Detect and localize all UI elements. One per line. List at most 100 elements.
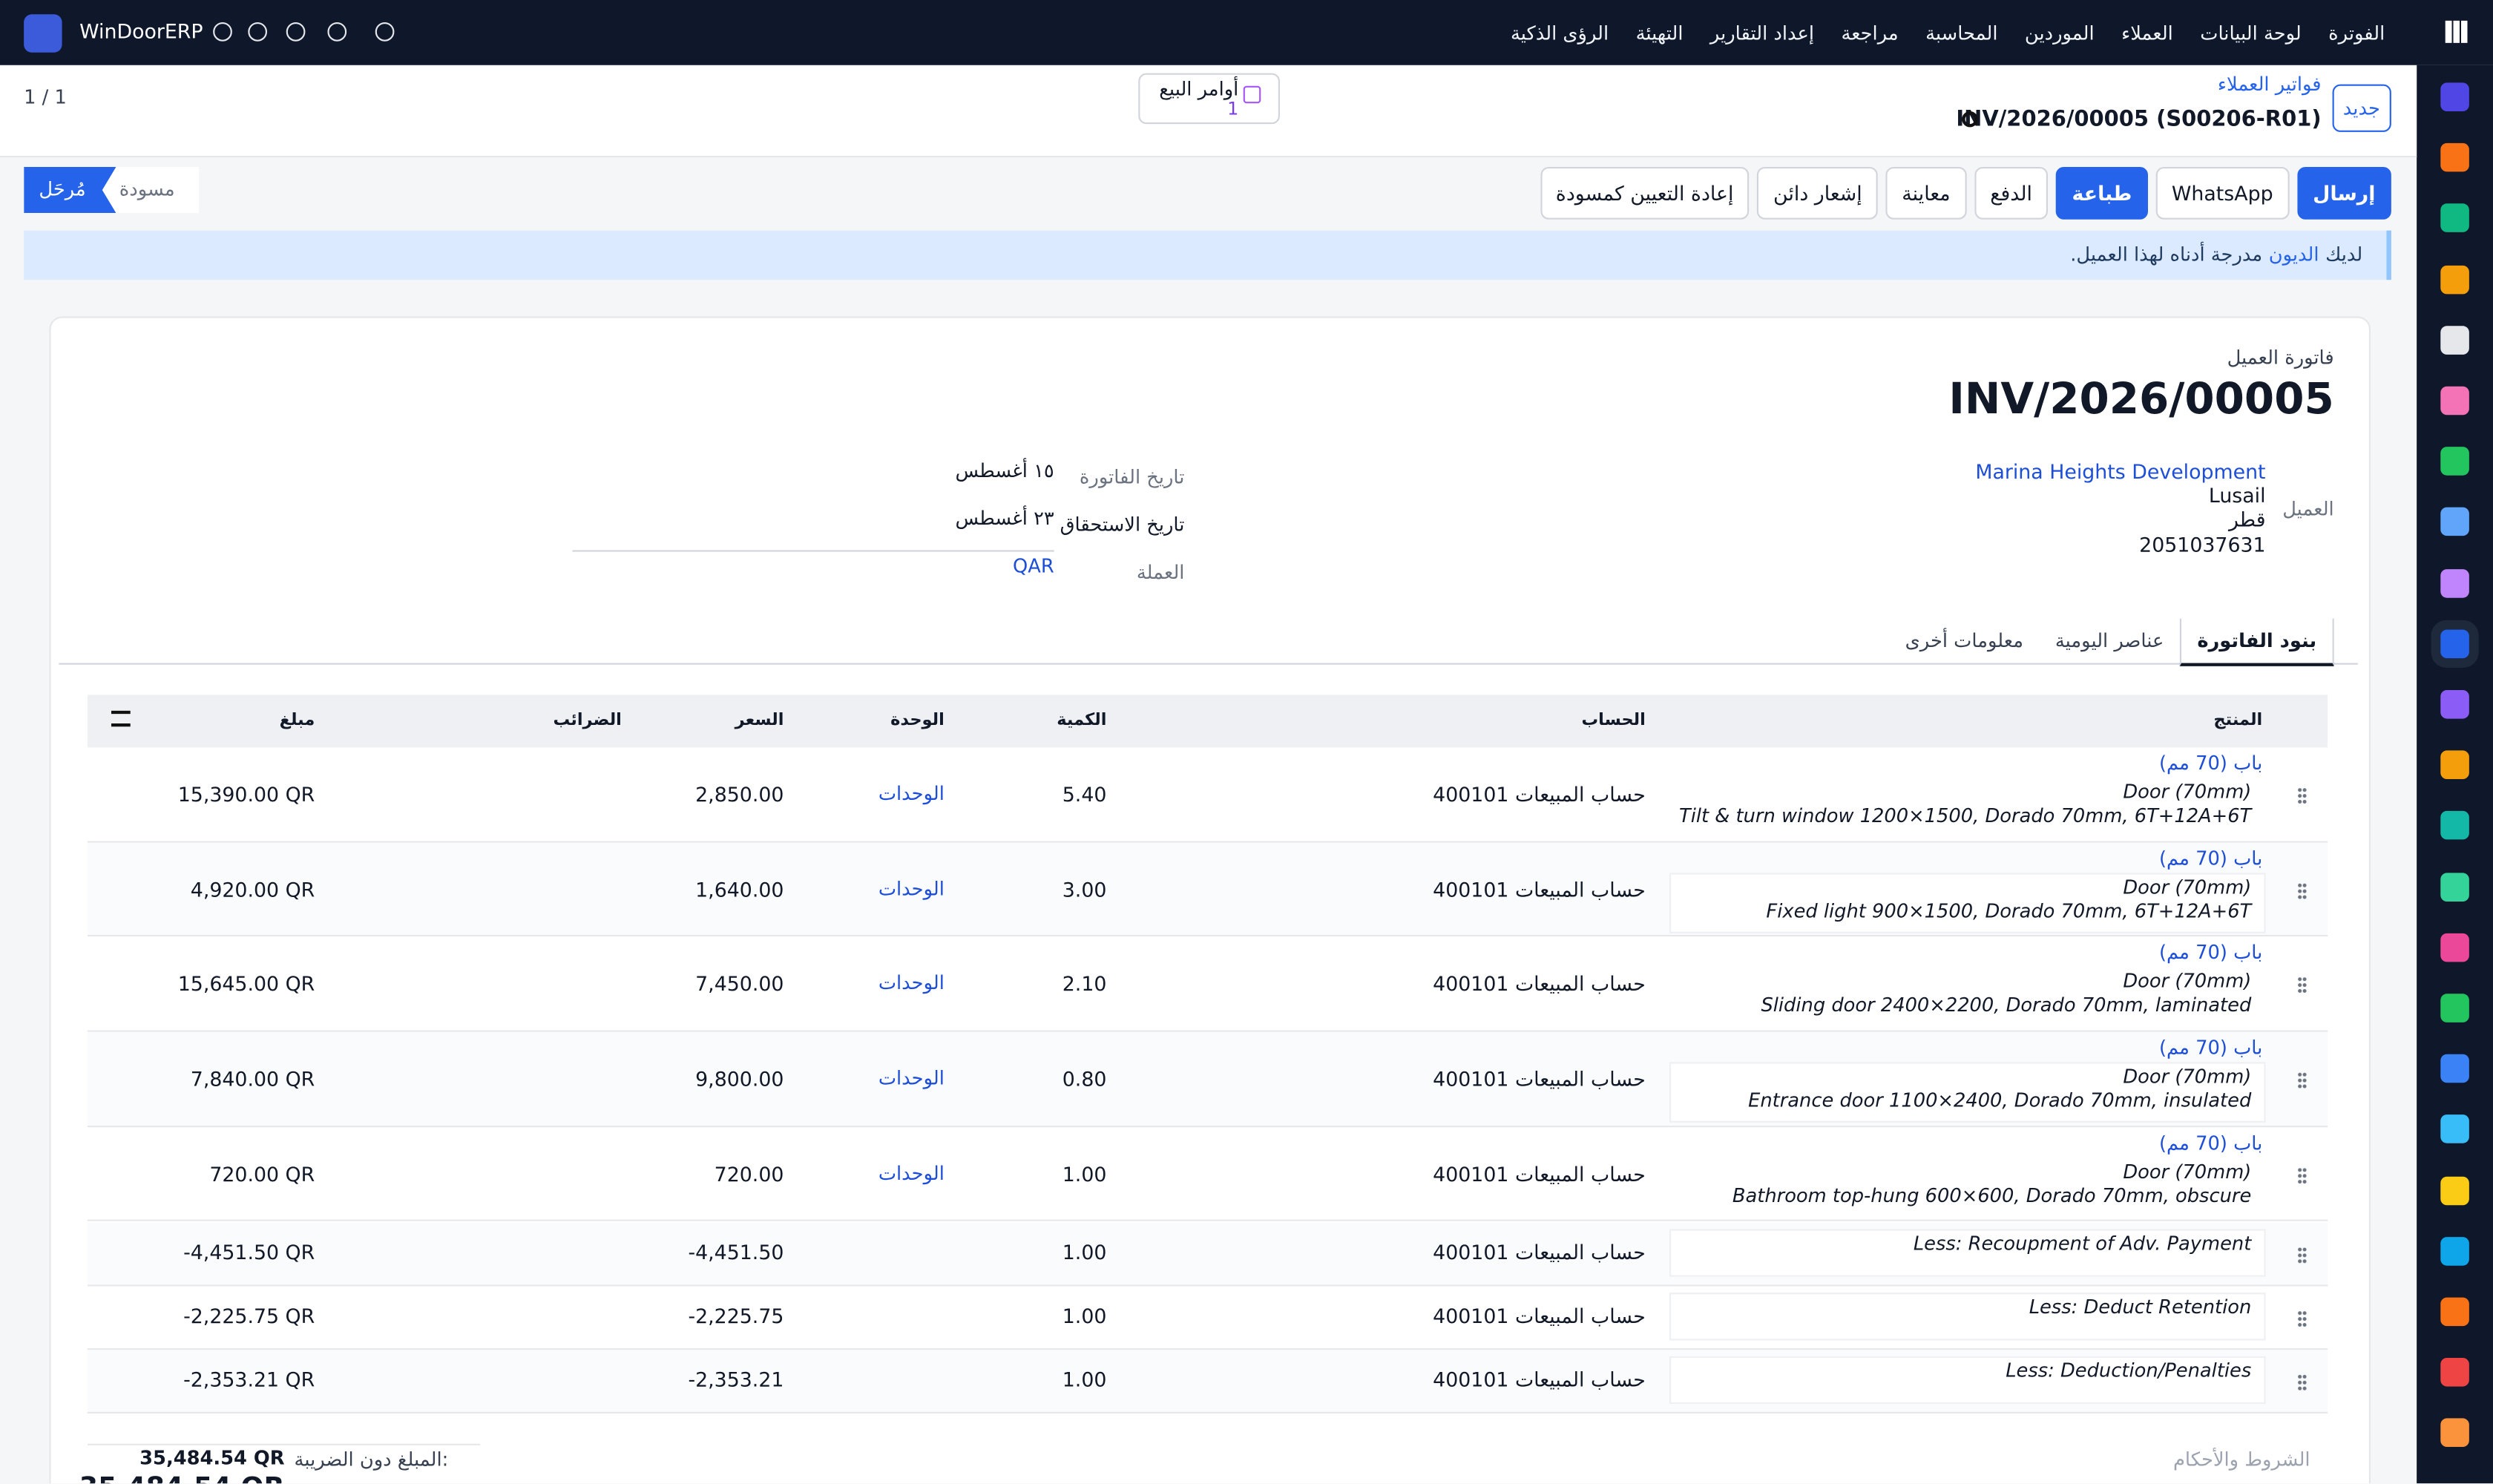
apps-icon <box>2445 20 2468 43</box>
field-value: ٢٣ أغسطس <box>955 507 1054 530</box>
action-button[interactable]: WhatsApp <box>2155 167 2290 220</box>
field-underline <box>572 550 1054 552</box>
cell-price: 2,850.00 <box>695 781 784 807</box>
table-row <box>87 747 2328 843</box>
app-icon <box>2440 811 2469 841</box>
cell-amount: 15,645.00 QR <box>177 971 315 996</box>
table-row <box>87 1126 2328 1222</box>
cell-amount: 720.00 QR <box>209 1161 315 1186</box>
app-icon <box>2440 325 2469 355</box>
table-header <box>87 695 2328 749</box>
action-button[interactable]: إشعار دائن <box>1757 167 1879 220</box>
smart-icon <box>1243 85 1261 104</box>
action-button[interactable]: الدفع <box>1974 167 2049 220</box>
new-button[interactable]: جديد <box>2331 84 2391 132</box>
line-description: Less: Recoupment of Adv. Payment <box>1913 1231 2252 1254</box>
menu-item[interactable]: الرؤى الذكية <box>1510 21 1609 44</box>
cell-price: 720.00 <box>714 1161 784 1186</box>
action-button[interactable]: إرسال <box>2296 167 2391 220</box>
cell-account: 400101 حساب المبيعات <box>1433 971 1646 996</box>
menu-item[interactable]: إعداد التقارير <box>1709 21 1815 44</box>
cell-account: 400101 حساب المبيعات <box>1433 876 1646 902</box>
drag-handle <box>2297 1245 2308 1264</box>
cell-price: -2,225.75 <box>688 1303 784 1327</box>
drag-handle <box>2297 787 2308 804</box>
tab[interactable]: عناصر اليومية <box>2054 629 2164 652</box>
menu-item[interactable]: العملاء <box>2121 21 2173 44</box>
app-logo <box>24 14 62 53</box>
menu-item[interactable]: التهيئة <box>1635 21 1684 44</box>
menu-item[interactable]: مراجعة <box>1841 21 1899 44</box>
nav-icon <box>286 22 306 42</box>
status-posted[interactable]: مُرحَل <box>39 178 86 200</box>
drag-handle <box>2297 1071 2308 1089</box>
cell-quantity: 1.00 <box>1062 1303 1107 1327</box>
column-header: الحساب <box>1581 710 1646 730</box>
nav-icon <box>213 22 232 42</box>
unit-link[interactable]: الوحدات <box>878 1066 945 1089</box>
cell-account: 400101 حساب المبيعات <box>1433 1366 1646 1391</box>
app-icon <box>2440 933 2469 962</box>
document-type: فاتورة العميل <box>2227 347 2334 370</box>
customer-line: قطر <box>2228 507 2266 531</box>
menu-item[interactable]: الفوترة <box>2328 21 2385 44</box>
alert-text: لديك الديون مدرجة أدناه لهذا العميل. <box>2070 243 2362 266</box>
product-link[interactable]: باب (70 مم) <box>2159 942 2263 965</box>
product-link[interactable]: باب (70 مم) <box>2159 847 2263 870</box>
unit-link[interactable]: الوحدات <box>878 971 945 994</box>
pager-next[interactable] <box>118 78 156 116</box>
nav-icon <box>375 22 395 42</box>
drag-handle <box>2297 1373 2308 1391</box>
action-bar: إرسال WhatsApp طباعة الدفع معاينة إشعار دائن إ… <box>1540 167 2391 220</box>
product-link[interactable]: باب (70 مم) <box>2159 1132 2263 1155</box>
unit-link[interactable]: الوحدات <box>878 1161 945 1184</box>
field-value[interactable]: QAR <box>1013 554 1054 577</box>
company-name[interactable]: WinDoorERP <box>79 19 203 43</box>
cell-amount: 15,390.00 QR <box>177 781 315 807</box>
breadcrumb-parent[interactable]: فواتير العملاء <box>2217 73 2322 96</box>
drag-handle <box>2297 881 2308 899</box>
status-draft[interactable]: مسودة <box>119 178 175 200</box>
column-header: الكمية <box>1057 710 1107 730</box>
cell-price: -2,353.21 <box>688 1366 784 1391</box>
invoice-number: INV/2026/00005 <box>1948 375 2334 425</box>
cell-quantity: 2.10 <box>1062 971 1107 996</box>
action-button[interactable]: طباعة <box>2056 167 2148 220</box>
product-description: Bathroom top-hung 600×600, Dorado 70mm, … <box>1732 1183 2252 1206</box>
cell-price: -4,451.50 <box>688 1239 784 1264</box>
action-button[interactable]: معاينة <box>1885 167 1967 220</box>
column-header: السعر <box>735 710 784 730</box>
alert-link[interactable]: الديون <box>2268 243 2319 266</box>
menu-item[interactable]: المحاسبة <box>1925 21 1998 44</box>
pager-prev[interactable] <box>71 78 109 116</box>
smart-button-label[interactable]: أوامر البيع <box>1159 78 1239 100</box>
tab[interactable]: بنود الفاتورة <box>2179 618 2334 666</box>
tab[interactable]: معلومات أخرى <box>1905 629 2023 652</box>
total-amount: 35,484.54 QR <box>79 1472 285 1483</box>
unit-link[interactable]: الوحدات <box>878 876 945 899</box>
cell-amount: -4,451.50 QR <box>183 1239 315 1264</box>
product-description: Tilt & turn window 1200×1500, Dorado 70m… <box>1679 804 2252 827</box>
cell-quantity: 1.00 <box>1062 1366 1107 1391</box>
field-label: تاريخ الفاتورة <box>1079 465 1185 488</box>
action-button[interactable]: إعادة التعيين كمسودة <box>1540 167 1750 220</box>
menu-item[interactable]: لوحة البيانات <box>2200 21 2302 44</box>
product-link[interactable]: باب (70 مم) <box>2159 752 2263 775</box>
app-icon <box>2440 1175 2469 1205</box>
app-icon <box>2440 508 2469 536</box>
column-header: الضرائب <box>553 710 622 730</box>
product-name: Door (70mm) <box>2123 970 2252 993</box>
app-icon <box>2440 447 2469 476</box>
drag-handle <box>2297 1166 2308 1184</box>
field-label: العملة <box>1136 561 1185 584</box>
app-icon <box>2440 1358 2469 1387</box>
unit-link[interactable]: الوحدات <box>878 781 945 804</box>
cell-quantity: 0.80 <box>1062 1066 1107 1091</box>
smart-button[interactable] <box>1138 73 1280 125</box>
customer-link[interactable]: Marina Heights Development <box>1975 459 2266 484</box>
product-link[interactable]: باب (70 مم) <box>2159 1037 2263 1060</box>
cell-price: 1,640.00 <box>695 876 784 902</box>
menu-item[interactable]: الموردين <box>2024 21 2095 44</box>
nav-icon <box>327 22 347 42</box>
alert-suffix: مدرجة أدناه لهذا العميل. <box>2070 243 2263 266</box>
